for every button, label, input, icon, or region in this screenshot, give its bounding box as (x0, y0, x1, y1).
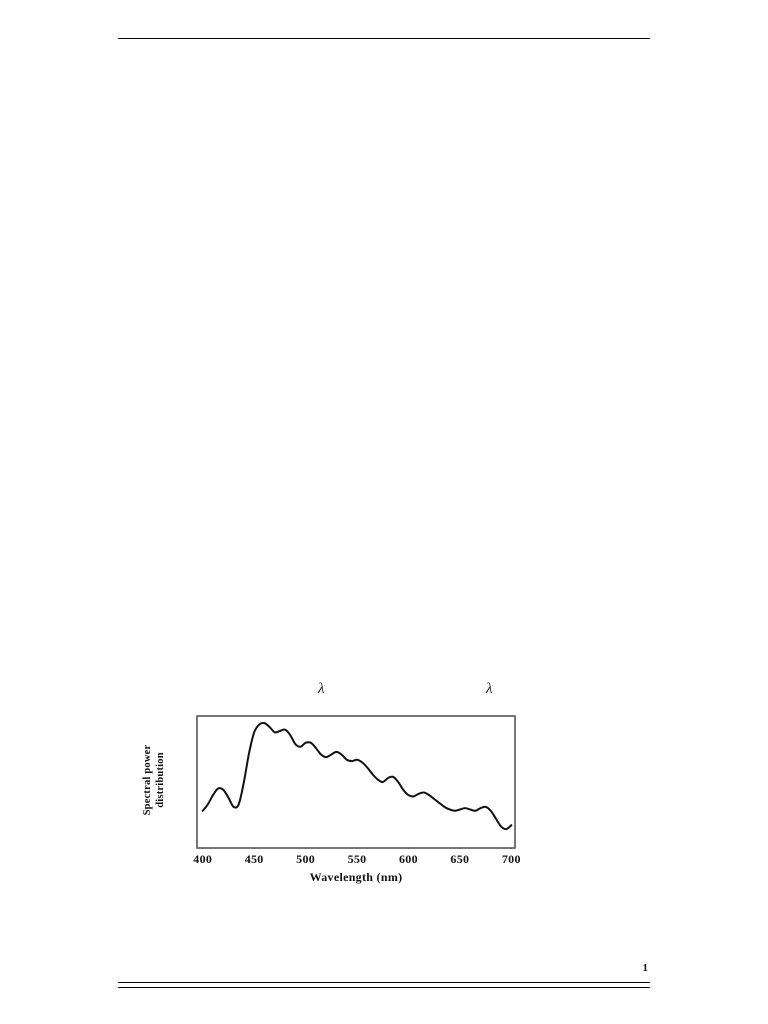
y-axis-title-line-1: Spectral power (142, 744, 153, 816)
y-axis-title: Spectral power distribution (142, 720, 168, 840)
x-tick-label-700: 700 (501, 852, 521, 866)
lambda-symbol-right: λ (486, 681, 493, 697)
x-tick-label-400: 400 (193, 852, 213, 866)
plot-frame (196, 715, 516, 849)
x-tick-label-650: 650 (450, 852, 470, 866)
x-tick-label-500: 500 (296, 852, 316, 866)
page-number: 1 (642, 962, 649, 974)
x-axis-title: Wavelength (nm) (309, 870, 403, 884)
x-tick-label-550: 550 (347, 852, 367, 866)
data-line-spectral-power (201, 721, 513, 831)
x-axis-ticks (202, 847, 512, 849)
x-axis-tick-labels: 400 450 500 550 600 650 700 (193, 852, 520, 868)
x-tick-label-600: 600 (399, 852, 418, 866)
y-axis-title-line-2: distribution (154, 752, 166, 808)
figure-spectral-power-distribution: λ λ Spectral power distribution 400 450 50… (140, 668, 540, 900)
footer-rule-line-bottom (118, 987, 650, 988)
header-rule (118, 38, 650, 39)
footer-rule-line-top (118, 982, 650, 983)
footer-rule (118, 982, 650, 988)
x-tick-label-450: 450 (244, 852, 264, 866)
plot-area (196, 715, 516, 849)
spectral-power-distribution-plot (196, 715, 516, 849)
lambda-symbol-left: λ (318, 681, 325, 697)
